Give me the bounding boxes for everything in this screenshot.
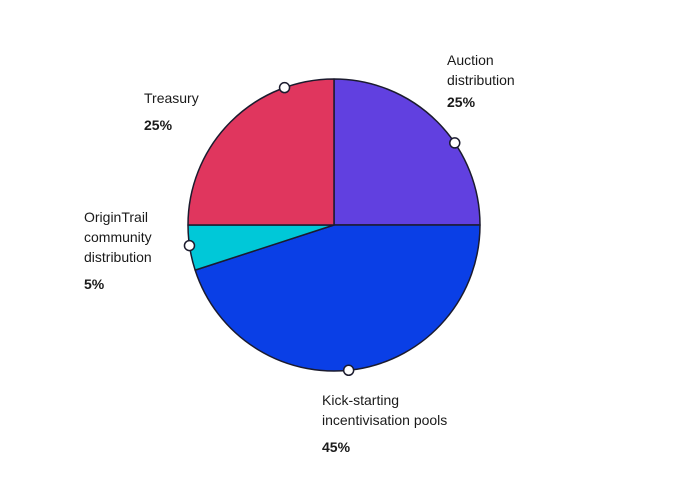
value-kick-starting: 45% xyxy=(322,439,351,455)
label-auction-line-2: distribution xyxy=(447,72,515,88)
label-origintrail-line-3: distribution xyxy=(84,249,152,265)
slice-marker-treasury xyxy=(278,81,291,94)
slice-marker-auction-distribution xyxy=(449,137,461,149)
label-kick-starting: Kick-starting incentivisation pools 45% xyxy=(322,390,447,457)
label-auction-line-1: Auction xyxy=(447,52,494,68)
slice-marker-kick-starting-incentivisation-pools xyxy=(342,364,355,377)
value-auction: 25% xyxy=(447,94,476,110)
label-treasury: Treasury 25% xyxy=(144,88,199,135)
pie-slice-auction-distribution xyxy=(333,78,481,226)
slice-marker-origintrail-community-distribution xyxy=(183,239,196,252)
value-treasury: 25% xyxy=(144,117,173,133)
pie-slice-kick-starting-incentivisation-pools xyxy=(194,224,481,372)
label-kick-line-2: incentivisation pools xyxy=(322,412,448,428)
label-origintrail-line-1: OriginTrail xyxy=(84,209,149,225)
label-kick-line-1: Kick-starting xyxy=(322,392,400,408)
value-origintrail: 5% xyxy=(84,276,105,292)
label-origintrail-community: OriginTrail community distribution 5% xyxy=(84,207,152,294)
label-origintrail-line-2: community xyxy=(84,229,152,245)
label-auction-distribution: Auction distribution 25% xyxy=(447,50,515,112)
label-treasury-line-1: Treasury xyxy=(144,90,199,106)
pie-slice-treasury xyxy=(187,78,335,226)
